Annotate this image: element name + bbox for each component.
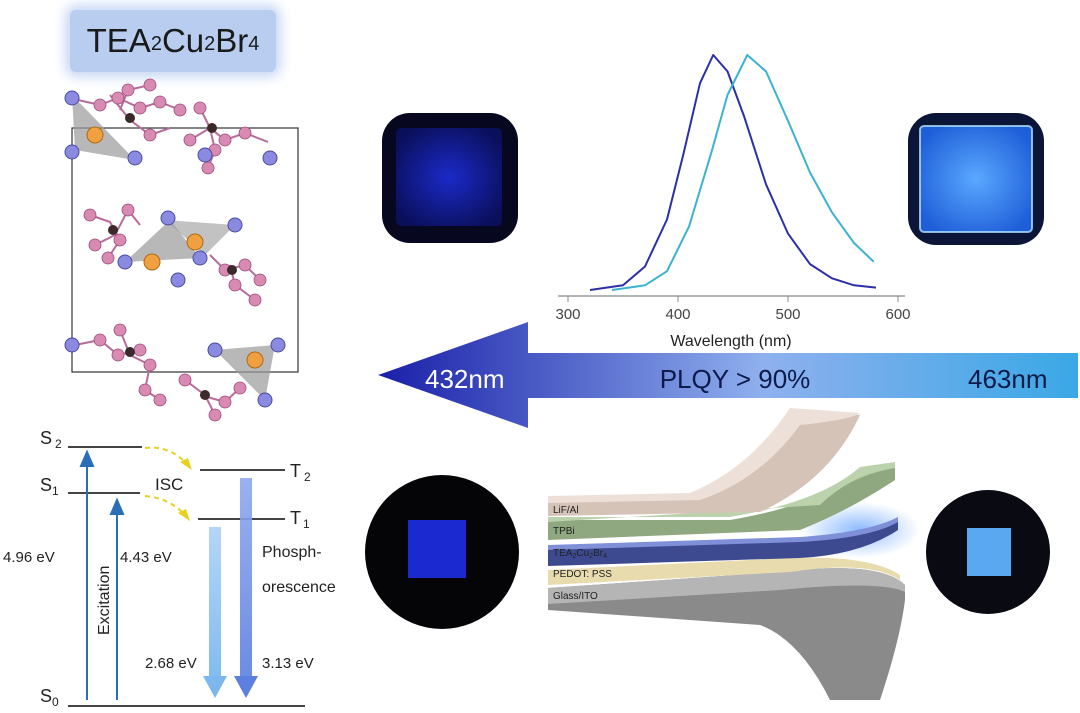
crystal-structure bbox=[64, 78, 299, 422]
vial-glow bbox=[920, 126, 1032, 232]
arrow-head bbox=[79, 449, 95, 467]
wavelength-arrow: 432nm PLQY > 90% 463nm bbox=[378, 322, 1078, 428]
energy-s1: 4.43 eV bbox=[120, 549, 172, 566]
spectrum-series-1 bbox=[589, 54, 877, 291]
label-tpbi: TPBi bbox=[553, 526, 575, 537]
layer-pedot bbox=[548, 557, 900, 585]
title-p3: Br bbox=[215, 22, 249, 59]
layer-glass bbox=[548, 568, 905, 700]
isc-arrowhead bbox=[180, 458, 192, 470]
arrow-center-label: PLQY > 90% bbox=[660, 364, 811, 394]
unit-cell-box bbox=[71, 127, 299, 373]
led-photo-right bbox=[926, 490, 1050, 614]
energy-t1: 2.68 eV bbox=[145, 655, 197, 672]
energy-t2: 3.13 eV bbox=[262, 655, 314, 672]
label-pedot: PEDOT: PSS bbox=[553, 569, 612, 580]
x-tick-label: 500 bbox=[775, 306, 800, 323]
compound-title: TEA 2 Cu 2 Br 4 bbox=[70, 10, 276, 72]
phosph-line1: Phosph- bbox=[262, 544, 322, 561]
label-tea: TEA2Cu2Br4 bbox=[553, 548, 607, 560]
arrow-shape bbox=[378, 322, 1078, 428]
arrow-head bbox=[203, 676, 227, 698]
title-s3: 4 bbox=[248, 32, 260, 55]
vial-photo-right bbox=[908, 113, 1044, 245]
isc-curve-upper bbox=[144, 446, 189, 466]
led-photo-left bbox=[365, 475, 519, 629]
energy-s2: 4.96 eV bbox=[3, 549, 55, 566]
vial-photo-left bbox=[382, 113, 518, 243]
arrow-left-label: 432nm bbox=[425, 364, 505, 394]
excitation-label: Excitation bbox=[96, 566, 113, 635]
label-lif: LiF/Al bbox=[553, 505, 579, 516]
arrow-right-label: 463nm bbox=[968, 364, 1048, 394]
title-s1: 2 bbox=[150, 32, 162, 55]
layer-tpbi bbox=[548, 465, 895, 540]
isc-arrowhead bbox=[178, 509, 190, 521]
x-axis-label: Wavelength (nm) bbox=[670, 333, 791, 350]
x-tick-label: 300 bbox=[555, 306, 580, 323]
phosphorescence-arrow-t1 bbox=[209, 527, 221, 677]
phosph-line2: orescence bbox=[262, 579, 336, 596]
title-p1: TEA bbox=[86, 22, 151, 59]
x-tick-label: 600 bbox=[885, 306, 910, 323]
led-emission bbox=[408, 520, 466, 578]
isc-label: ISC bbox=[155, 475, 183, 494]
cu-tetrahedron bbox=[125, 220, 200, 262]
arrow-head bbox=[234, 676, 258, 698]
isc-curve-lower bbox=[144, 495, 187, 517]
device-stack: LiF/Al TPBi TEA2Cu2Br4 PEDOT: PSS Glass/… bbox=[548, 408, 920, 700]
label-glass: Glass/ITO bbox=[553, 591, 598, 602]
arrow-head bbox=[109, 497, 125, 515]
title-s2: 2 bbox=[204, 32, 216, 55]
title-p2: Cu bbox=[161, 22, 205, 59]
spectrum-series-2 bbox=[611, 54, 875, 291]
s1-label: S1 bbox=[40, 475, 59, 498]
x-tick-label: 400 bbox=[665, 306, 690, 323]
s0-label: S0 bbox=[40, 686, 59, 709]
spectrum-chart: 300 400 500 600 Wavelength (nm) bbox=[555, 54, 911, 350]
vial-glow bbox=[396, 128, 502, 226]
led-emission bbox=[967, 528, 1011, 576]
cu-tetrahedron bbox=[72, 95, 135, 160]
phosphorescence-arrow-t2 bbox=[240, 478, 252, 678]
